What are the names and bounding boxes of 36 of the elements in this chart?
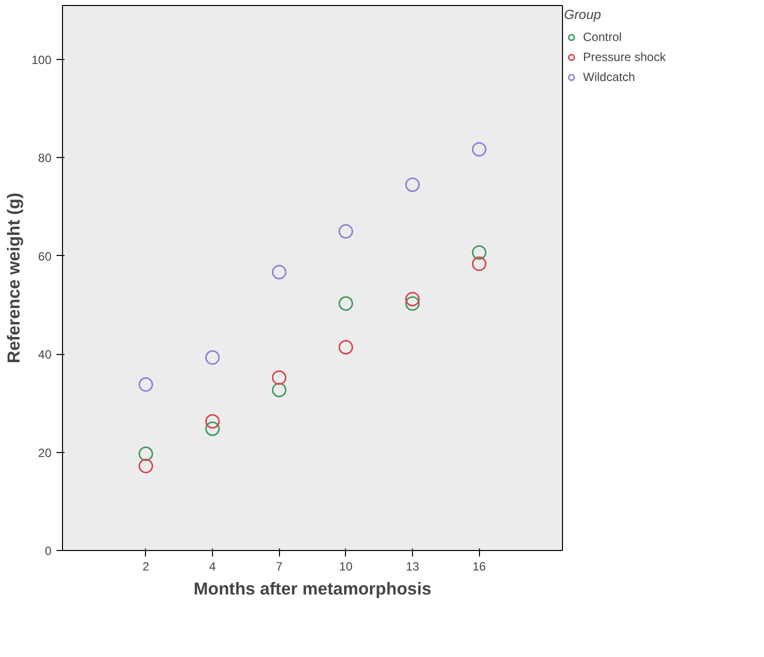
point — [138, 446, 154, 462]
point — [338, 340, 354, 354]
y-tick-label: 100 — [31, 53, 52, 68]
x-tick-label: 2 — [142, 560, 150, 574]
point — [138, 377, 154, 392]
point — [338, 296, 354, 311]
point — [272, 370, 286, 385]
point — [405, 296, 420, 311]
point — [472, 256, 486, 271]
point — [205, 414, 220, 429]
point — [472, 142, 486, 157]
legend-title: Group — [564, 7, 602, 22]
y-tick-label: 60 — [38, 249, 52, 264]
y-tick-label: 80 — [38, 151, 52, 166]
point — [272, 264, 286, 280]
point — [405, 292, 420, 306]
point — [138, 458, 154, 474]
x-tick-label: 16 — [472, 560, 486, 574]
x-tick-label: 13 — [406, 560, 420, 574]
x-tick-label: 4 — [209, 560, 216, 574]
legend-label: Pressure shock — [583, 50, 666, 64]
y-tick-label: 40 — [38, 348, 52, 362]
point — [272, 382, 286, 398]
point — [472, 245, 486, 260]
x-tick-label: 7 — [276, 560, 283, 574]
x-axis-title: Months after metamorphosis — [194, 578, 432, 598]
legend-label: Control — [583, 30, 622, 44]
x-tick-label: 10 — [339, 560, 353, 574]
y-tick-label: 20 — [38, 446, 52, 460]
point — [405, 177, 420, 192]
y-tick-label: 0 — [44, 544, 52, 558]
point — [205, 421, 220, 436]
legend-label: Wildcatch — [583, 70, 636, 84]
y-axis-title: Reference weight (g) — [3, 192, 24, 364]
point — [338, 224, 354, 239]
point — [205, 350, 220, 365]
